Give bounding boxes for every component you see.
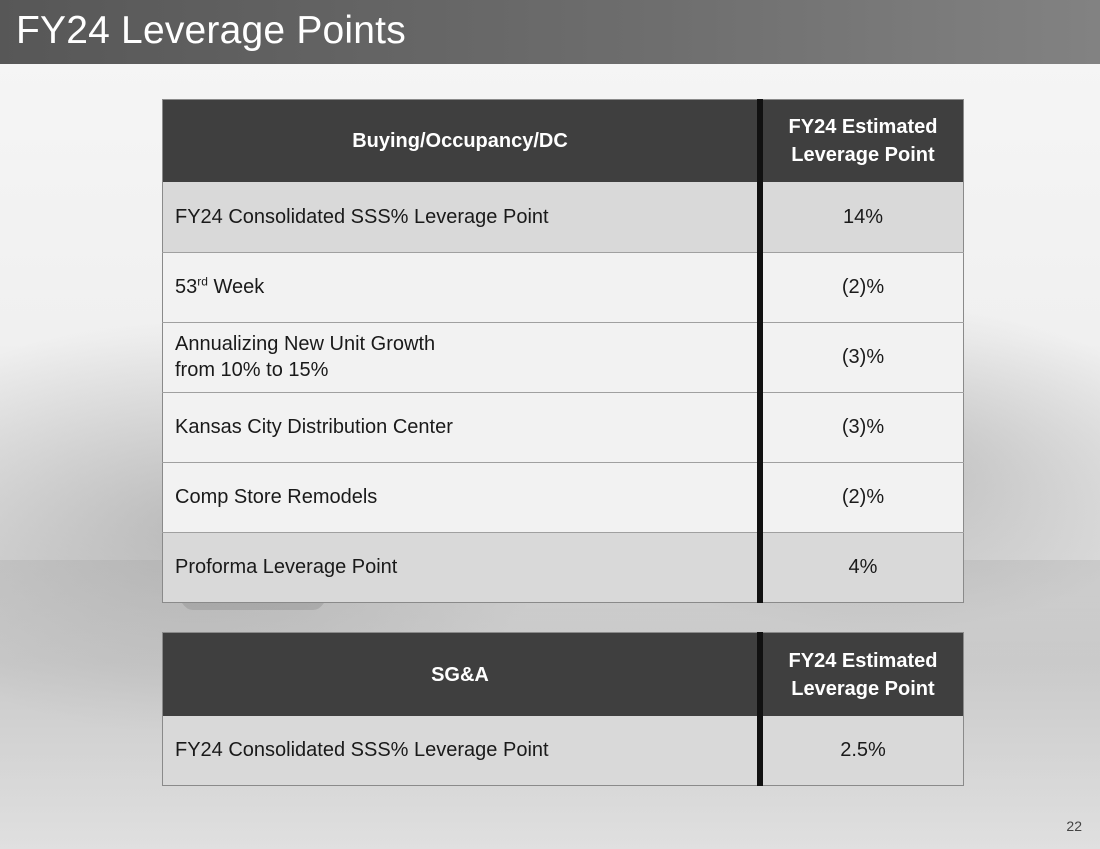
row-label-rest: Week xyxy=(207,276,265,298)
row-value: (3)% xyxy=(757,392,964,463)
table2-header-leverage: FY24 Estimated Leverage Point xyxy=(757,632,964,716)
table-row: Proforma Leverage Point 4% xyxy=(162,532,964,603)
row-value: 14% xyxy=(757,182,964,253)
table1-header-category: Buying/Occupancy/DC xyxy=(162,99,760,182)
row-label: Comp Store Remodels xyxy=(162,462,760,533)
row-value: (2)% xyxy=(757,252,964,323)
row-label: Kansas City Distribution Center xyxy=(162,392,760,463)
table2-header-category: SG&A xyxy=(162,632,760,716)
row-label: FY24 Consolidated SSS% Leverage Point xyxy=(162,182,760,253)
row-label-line2: from 10% to 15% xyxy=(175,359,329,381)
row-label-ordinal: rd xyxy=(197,274,208,289)
table1-header-leverage: FY24 Estimated Leverage Point xyxy=(757,99,964,182)
title-bar: FY24 Leverage Points xyxy=(0,0,1100,64)
table-row: 53rd Week (2)% xyxy=(162,252,964,323)
row-label: FY24 Consolidated SSS% Leverage Point xyxy=(162,716,760,786)
row-label-line1: Annualizing New Unit Growth xyxy=(175,333,436,355)
sga-table: SG&A FY24 Estimated Leverage Point FY24 … xyxy=(162,632,964,786)
page-number: 22 xyxy=(1066,818,1082,834)
row-label: Annualizing New Unit Growth from 10% to … xyxy=(162,322,760,393)
row-value: 2.5% xyxy=(757,716,964,786)
row-value: (3)% xyxy=(757,322,964,393)
table-row: Kansas City Distribution Center (3)% xyxy=(162,392,964,463)
table-row: FY24 Consolidated SSS% Leverage Point 14… xyxy=(162,182,964,253)
row-value: 4% xyxy=(757,532,964,603)
table-row: Annualizing New Unit Growth from 10% to … xyxy=(162,322,964,393)
table-row: Comp Store Remodels (2)% xyxy=(162,462,964,533)
table2-header-line1: FY24 Estimated xyxy=(788,649,938,672)
table1-header-line1: FY24 Estimated xyxy=(788,116,938,138)
buying-occupancy-table: Buying/Occupancy/DC FY24 Estimated Lever… xyxy=(162,99,964,603)
table-row: FY24 Consolidated SSS% Leverage Point 2.… xyxy=(162,716,964,786)
slide-title: FY24 Leverage Points xyxy=(16,9,406,52)
table2-header-line2: Leverage Point xyxy=(791,677,935,700)
row-value: (2)% xyxy=(757,462,964,533)
row-label: 53rd Week xyxy=(162,252,760,323)
row-label: Proforma Leverage Point xyxy=(162,532,760,603)
table1-header-line2: Leverage Point xyxy=(791,144,935,166)
row-label-number: 53 xyxy=(175,276,198,298)
